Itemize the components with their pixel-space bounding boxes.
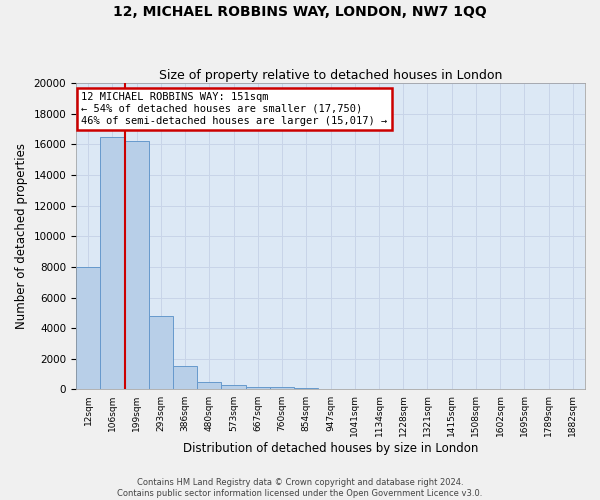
- Bar: [197, 382, 221, 390]
- Text: Contains HM Land Registry data © Crown copyright and database right 2024.
Contai: Contains HM Land Registry data © Crown c…: [118, 478, 482, 498]
- Bar: [100, 137, 125, 390]
- Bar: [173, 366, 197, 390]
- Title: Size of property relative to detached houses in London: Size of property relative to detached ho…: [159, 69, 502, 82]
- Bar: [270, 388, 294, 390]
- Bar: [245, 386, 270, 390]
- X-axis label: Distribution of detached houses by size in London: Distribution of detached houses by size …: [183, 442, 478, 455]
- Y-axis label: Number of detached properties: Number of detached properties: [15, 144, 28, 330]
- Bar: [76, 267, 100, 390]
- Bar: [221, 384, 245, 390]
- Text: 12 MICHAEL ROBBINS WAY: 151sqm
← 54% of detached houses are smaller (17,750)
46%: 12 MICHAEL ROBBINS WAY: 151sqm ← 54% of …: [81, 92, 388, 126]
- Bar: [125, 142, 149, 390]
- Bar: [149, 316, 173, 390]
- Text: 12, MICHAEL ROBBINS WAY, LONDON, NW7 1QQ: 12, MICHAEL ROBBINS WAY, LONDON, NW7 1QQ: [113, 5, 487, 19]
- Bar: [294, 388, 319, 390]
